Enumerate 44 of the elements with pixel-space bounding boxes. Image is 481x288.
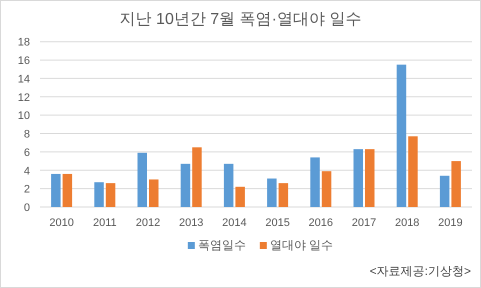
x-tick-label: 2018	[394, 217, 420, 229]
bar	[278, 183, 288, 207]
y-tick-label: 16	[18, 55, 30, 68]
y-tick-label: 14	[18, 73, 30, 86]
bar	[353, 149, 363, 207]
y-tick-label: 4	[24, 165, 30, 178]
y-tick-label: 2	[24, 184, 30, 196]
legend-label: 폭염일수	[198, 238, 246, 252]
bar	[451, 161, 461, 207]
bar	[440, 176, 450, 207]
bar	[149, 179, 159, 207]
legend-label: 열대야 일수	[270, 238, 334, 252]
bar	[365, 149, 375, 207]
bar	[106, 183, 116, 207]
x-tick-label: 2012	[136, 217, 160, 229]
bar	[235, 186, 245, 207]
y-tick-label: 18	[18, 36, 30, 49]
y-tick-label: 10	[18, 110, 30, 122]
x-tick-label: 2014	[222, 217, 247, 229]
bar	[396, 64, 406, 207]
x-tick-label: 2015	[265, 217, 290, 229]
bar	[224, 164, 234, 207]
x-tick-label: 2019	[438, 217, 463, 229]
bar	[62, 174, 72, 207]
text: <자료제공:기상청>	[370, 264, 471, 278]
bar	[137, 152, 147, 207]
bar	[408, 136, 418, 207]
x-tick-label: 2017	[352, 217, 376, 229]
chart-title: 지난 10년간 7월 폭염·열대야 일수	[120, 11, 362, 28]
y-tick-label: 12	[18, 92, 30, 104]
bar	[322, 171, 332, 207]
y-tick-label: 8	[24, 128, 30, 141]
bar	[192, 147, 202, 207]
bar	[51, 174, 61, 207]
y-tick-label: 6	[24, 146, 30, 159]
x-tick-label: 2016	[308, 217, 334, 229]
bar	[94, 182, 104, 207]
bar	[267, 178, 277, 207]
bar	[180, 164, 190, 207]
x-tick-label: 2013	[178, 217, 204, 229]
x-tick-label: 2010	[49, 217, 74, 229]
y-tick-label: 0	[24, 202, 30, 214]
bar	[310, 157, 320, 207]
x-tick-label: 2011	[92, 217, 117, 229]
